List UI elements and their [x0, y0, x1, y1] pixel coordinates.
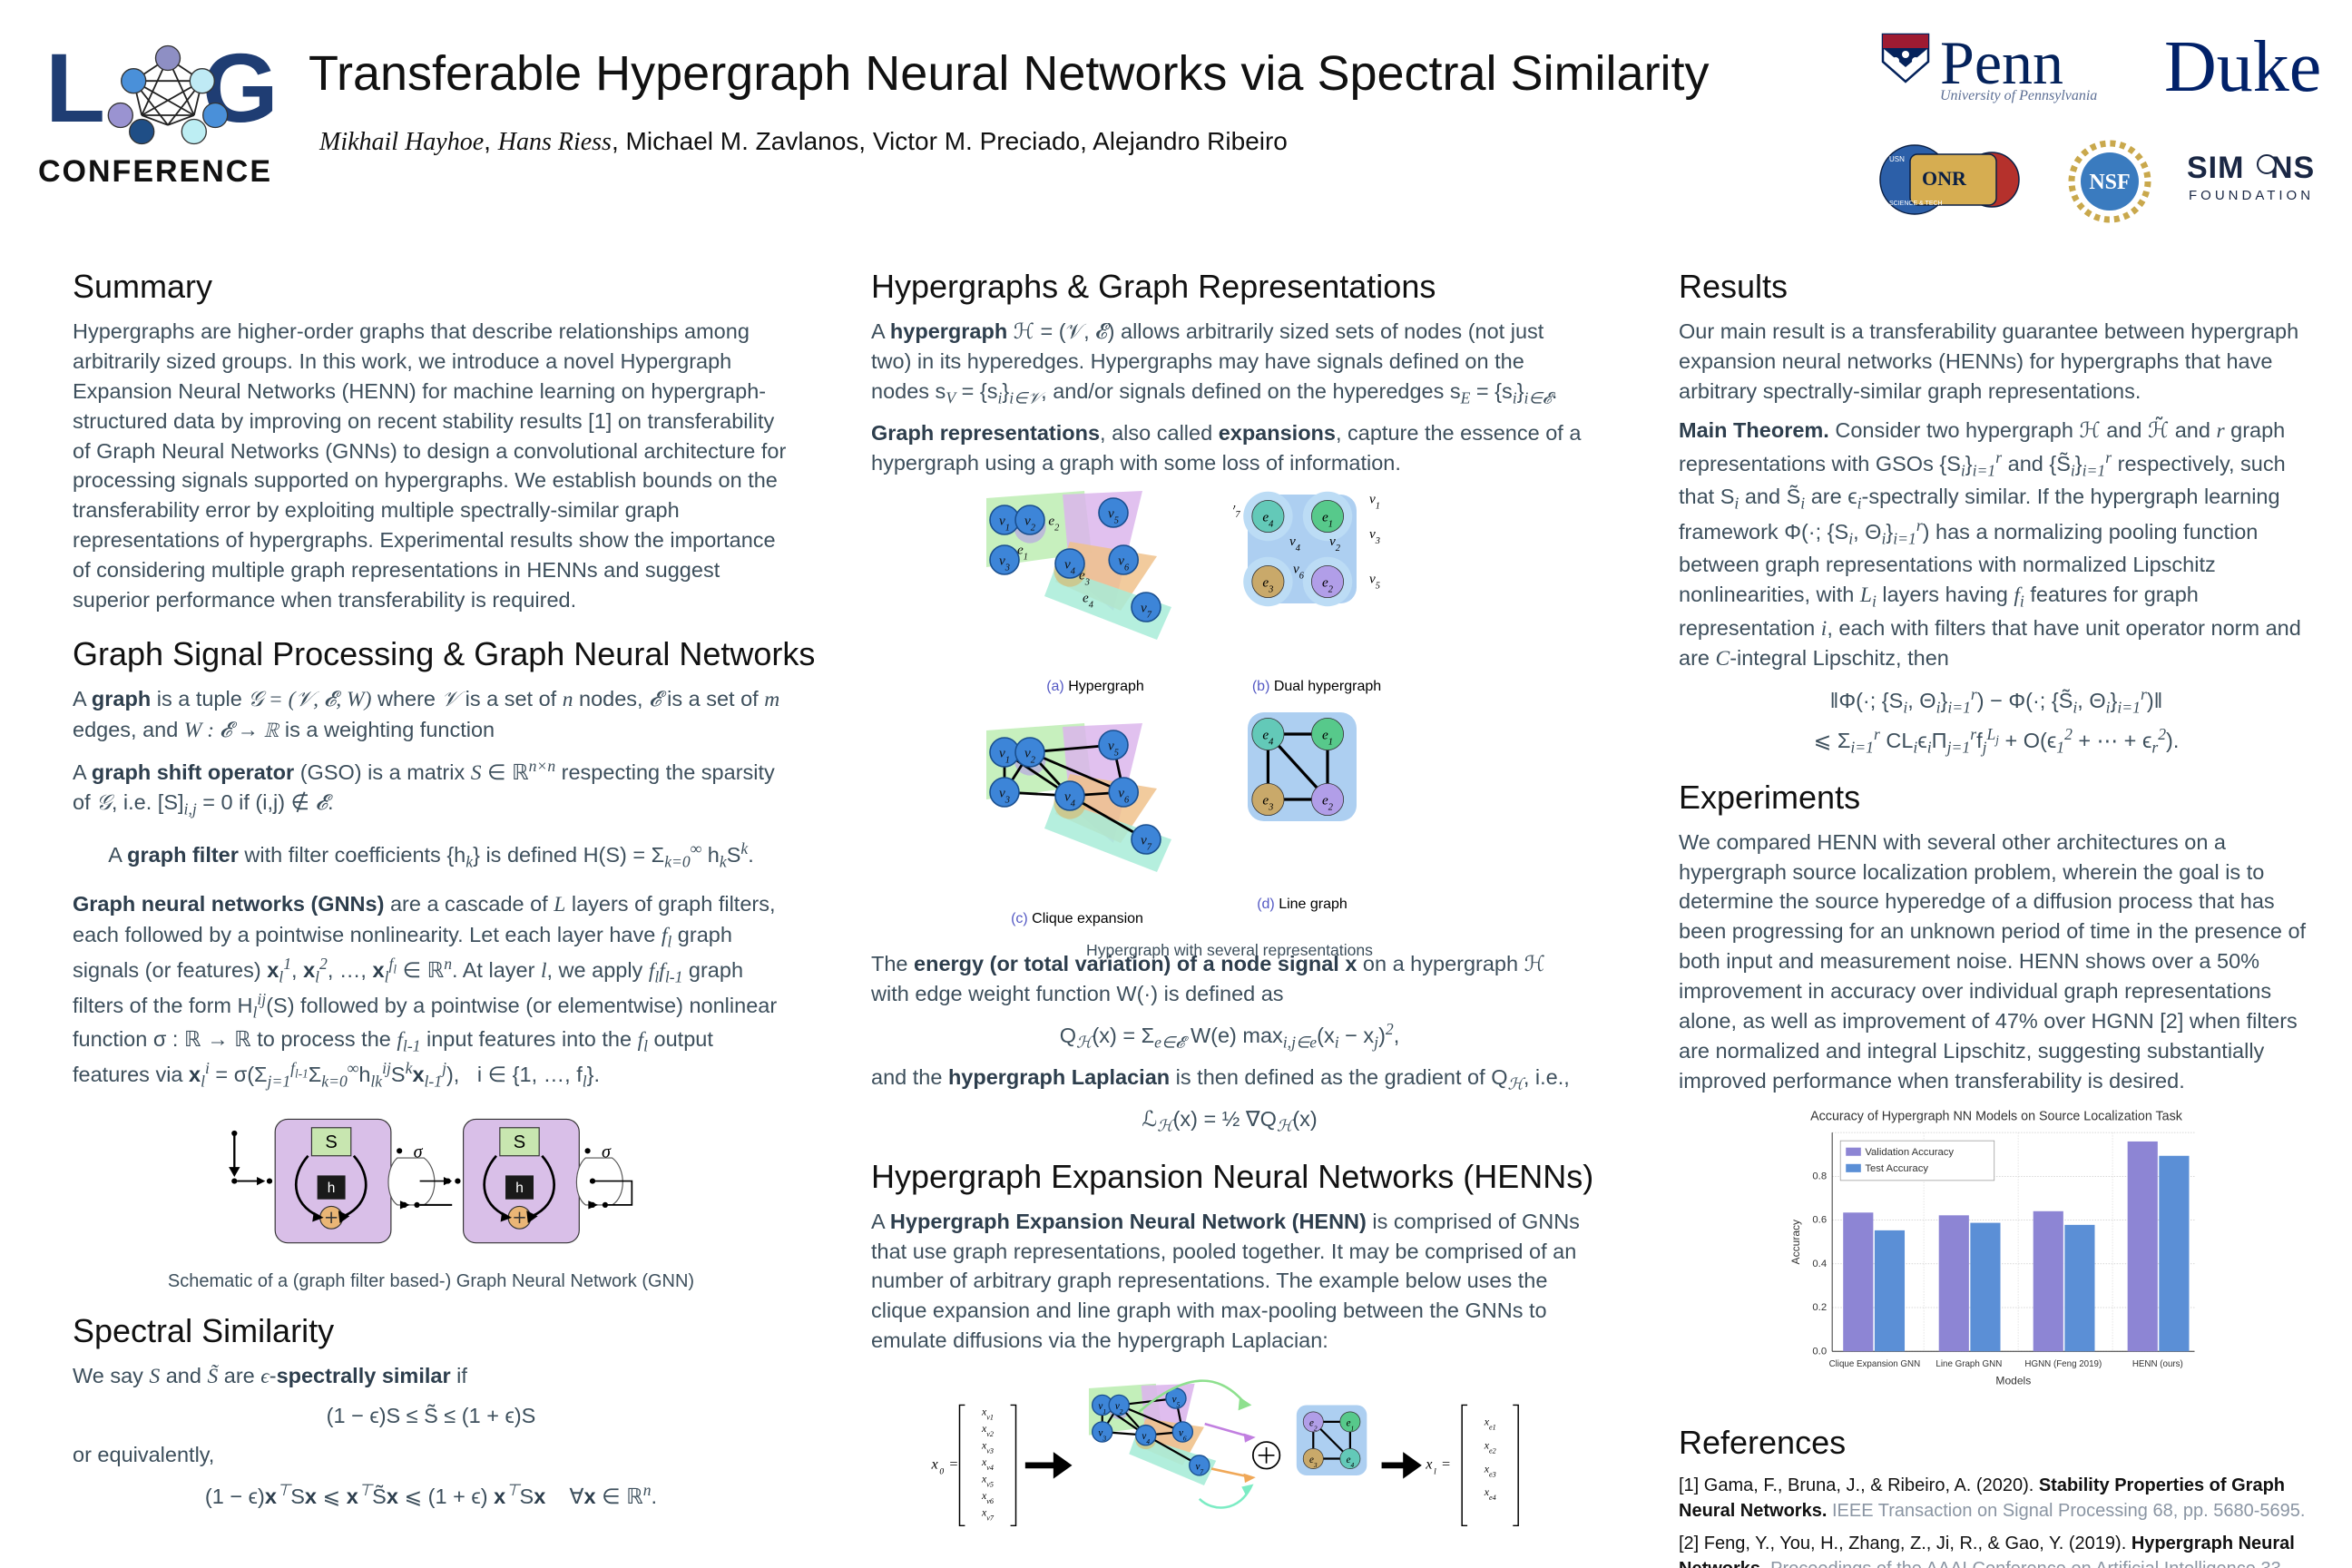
svg-text:v5: v5: [1369, 572, 1380, 592]
svg-text:h: h: [328, 1181, 336, 1196]
svg-text:Accuracy: Accuracy: [1789, 1220, 1802, 1265]
svg-text:HGNN (Feng 2019): HGNN (Feng 2019): [2024, 1359, 2102, 1369]
svg-text:xe1: xe1: [1484, 1416, 1496, 1432]
svg-text:(a) Hypergraph: (a) Hypergraph: [1046, 679, 1144, 694]
svg-text:Validation Accuracy: Validation Accuracy: [1865, 1147, 1954, 1158]
svg-text:xv4: xv4: [981, 1455, 994, 1472]
svg-text:USN: USN: [1889, 155, 1905, 163]
svg-text:0: 0: [939, 1467, 944, 1477]
svg-text:NSF: NSF: [2089, 171, 2130, 194]
svg-text:(d) Line graph: (d) Line graph: [1257, 897, 1348, 912]
svg-text:0.8: 0.8: [1812, 1171, 1827, 1181]
svg-text:x: x: [1425, 1456, 1433, 1473]
svg-text:NS: NS: [2270, 151, 2315, 185]
svg-text:(b) Dual hypergraph: (b) Dual hypergraph: [1252, 679, 1381, 694]
svg-text:0.6: 0.6: [1812, 1214, 1827, 1225]
svg-text:v7: v7: [1233, 500, 1240, 520]
svg-text:=: =: [949, 1456, 957, 1473]
svg-text:Duke: Duke: [2164, 32, 2321, 107]
svg-text:University of Pennsylvania: University of Pennsylvania: [1940, 88, 2097, 103]
svg-text:v1: v1: [1369, 492, 1380, 512]
svg-text:S: S: [325, 1132, 337, 1152]
svg-text:=: =: [1442, 1456, 1450, 1473]
svg-text:Models: Models: [1995, 1374, 2031, 1387]
svg-text:l: l: [1434, 1467, 1436, 1477]
svg-text:SCIENCE & TECH: SCIENCE & TECH: [1889, 201, 1943, 207]
svg-text:xv5: xv5: [981, 1472, 994, 1488]
svg-text:xv6: xv6: [981, 1489, 995, 1504]
svg-text:ONR: ONR: [1922, 167, 1967, 190]
svg-text:xe4: xe4: [1484, 1485, 1496, 1502]
svg-text:xv2: xv2: [981, 1422, 994, 1438]
svg-text:Clique Expansion GNN: Clique Expansion GNN: [1829, 1359, 1921, 1369]
svg-text:0.4: 0.4: [1812, 1259, 1827, 1269]
svg-text:h: h: [515, 1181, 524, 1196]
svg-text:S: S: [514, 1132, 525, 1152]
svg-text:FOUNDATION: FOUNDATION: [2189, 188, 2314, 203]
svg-text:xv7: xv7: [981, 1505, 995, 1522]
svg-text:xv1: xv1: [981, 1406, 994, 1422]
svg-text:Accuracy of Hypergraph NN Mode: Accuracy of Hypergraph NN Models on Sour…: [1810, 1109, 2183, 1123]
svg-text:x: x: [930, 1456, 938, 1473]
svg-text:v3: v3: [1369, 526, 1380, 546]
svg-text:xv3: xv3: [981, 1438, 994, 1455]
svg-text:0.0: 0.0: [1812, 1346, 1827, 1357]
svg-text:Test Accuracy: Test Accuracy: [1865, 1163, 1928, 1174]
svg-text:xe3: xe3: [1484, 1462, 1496, 1478]
svg-text:(c) Clique expansion: (c) Clique expansion: [1011, 911, 1143, 926]
svg-text:Line Graph GNN: Line Graph GNN: [1936, 1359, 2002, 1369]
svg-text:xe2: xe2: [1484, 1438, 1496, 1455]
svg-text:HENN (ours): HENN (ours): [2132, 1359, 2183, 1369]
svg-text:Penn: Penn: [1940, 28, 2063, 97]
svg-text:SIM: SIM: [2187, 151, 2244, 185]
svg-text:0.2: 0.2: [1812, 1302, 1827, 1313]
